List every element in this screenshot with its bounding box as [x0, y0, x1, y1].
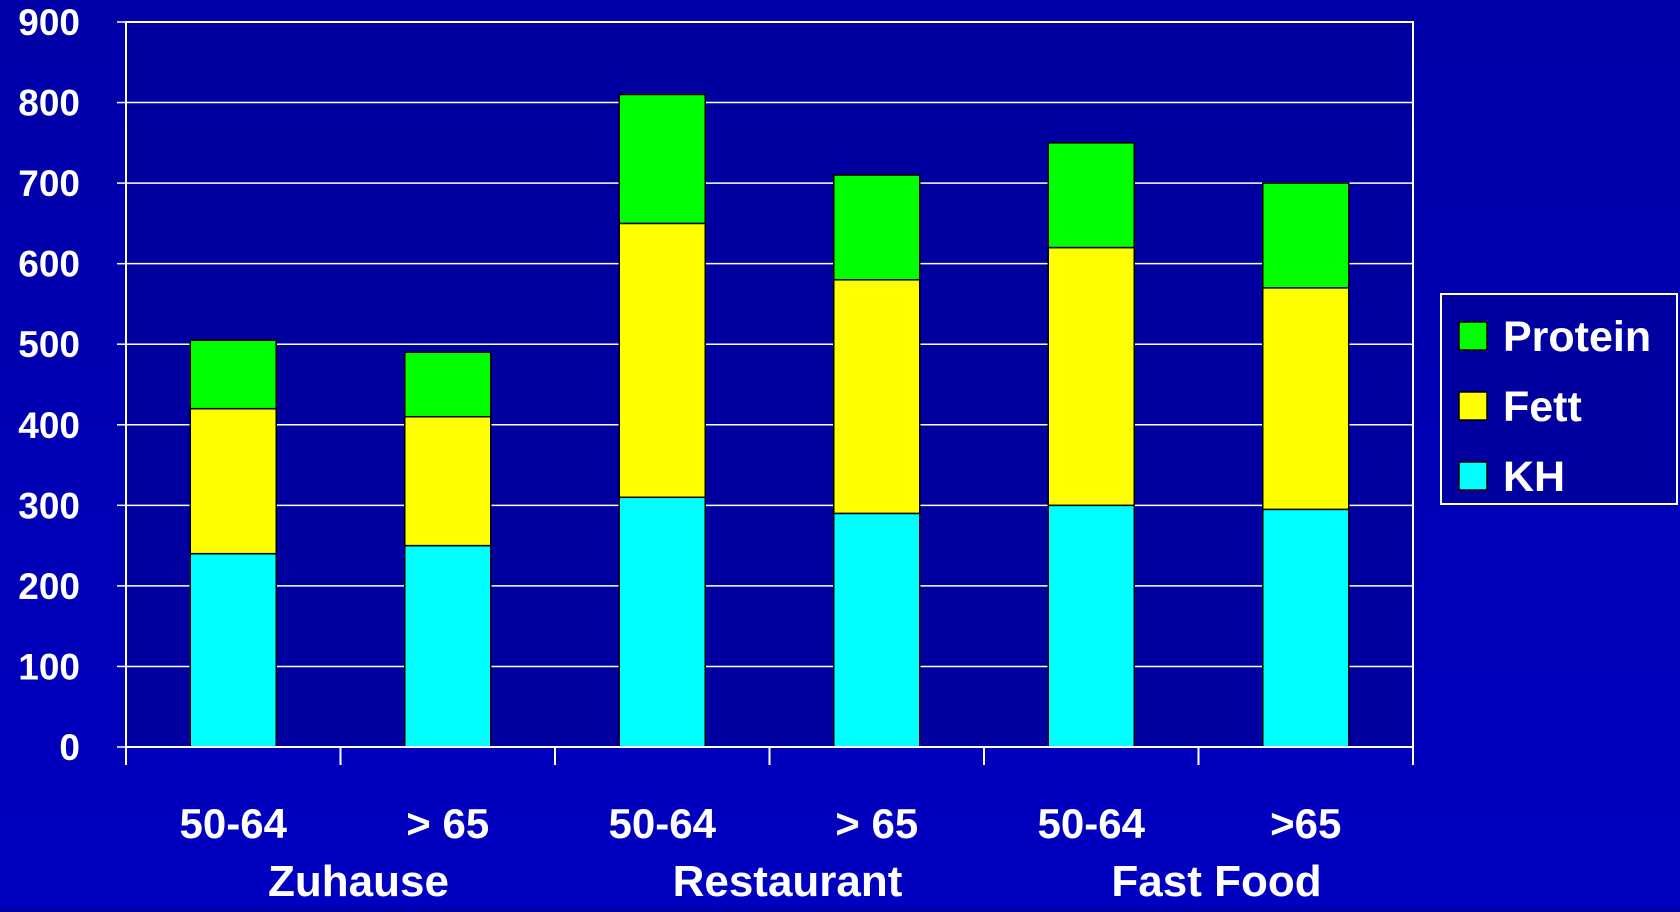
y-tick-labels: 0 100 200 300 400 500 600 700 800 900	[18, 2, 80, 768]
bar-segment-kh	[618, 496, 706, 748]
bar-segment-protein	[618, 93, 706, 225]
y-tick-label: 300	[18, 485, 80, 526]
legend-swatch	[1458, 461, 1488, 491]
y-tick-label: 600	[18, 244, 80, 285]
plot-area	[125, 21, 1414, 748]
y-tick-label: 800	[18, 83, 80, 124]
x-tick-label: > 65	[835, 800, 918, 847]
legend-label: Protein	[1503, 313, 1651, 361]
legend-label: KH	[1503, 453, 1565, 501]
x-tick-label: > 65	[406, 800, 489, 847]
bar-segment-kh	[404, 544, 492, 748]
x-tick-label: 50-64	[180, 800, 288, 847]
axes	[117, 21, 1414, 765]
group-label: Fast Food	[1111, 857, 1321, 906]
group-label: Restaurant	[673, 857, 903, 906]
bar-segment-fett	[618, 222, 706, 499]
y-tick-label: 900	[18, 2, 80, 43]
legend-swatch	[1458, 391, 1488, 421]
x-tick-label: 50-64	[1038, 800, 1146, 847]
bars	[189, 93, 1350, 748]
x-tick-label: 50-64	[609, 800, 717, 847]
bar-segment-kh	[189, 552, 277, 748]
y-tick-label: 200	[18, 566, 80, 607]
y-tick-label: 700	[18, 163, 80, 204]
gridlines	[126, 21, 1413, 668]
bar-segment-kh	[1047, 504, 1135, 748]
bar-segment-protein	[833, 174, 921, 281]
y-tick-label: 100	[18, 646, 80, 687]
y-tick-label: 0	[59, 727, 80, 768]
bar-segment-kh	[1262, 508, 1350, 748]
legend-label: Fett	[1503, 383, 1582, 431]
bar-segment-fett	[1047, 246, 1135, 507]
bar-segment-fett	[833, 279, 921, 515]
x-tick-label: >65	[1270, 800, 1341, 847]
group-label: Zuhause	[268, 857, 449, 906]
y-tick-label: 500	[18, 324, 80, 365]
bar-segment-protein	[1262, 182, 1350, 289]
legend-swatch	[1458, 321, 1488, 351]
bar-segment-protein	[1047, 142, 1135, 249]
bar-segment-fett	[404, 415, 492, 547]
bar-segment-protein	[404, 351, 492, 418]
bar-segment-kh	[833, 512, 921, 748]
x-tick-labels: 50-64 > 65 50-64 > 65 50-64 >65	[180, 800, 1342, 847]
y-tick-label: 400	[18, 405, 80, 446]
group-labels: Zuhause Restaurant Fast Food	[268, 857, 1322, 906]
bar-segment-fett	[1262, 287, 1350, 511]
bar-segment-protein	[189, 339, 277, 410]
legend: Protein Fett KH	[1440, 293, 1678, 505]
bar-segment-fett	[189, 407, 277, 555]
